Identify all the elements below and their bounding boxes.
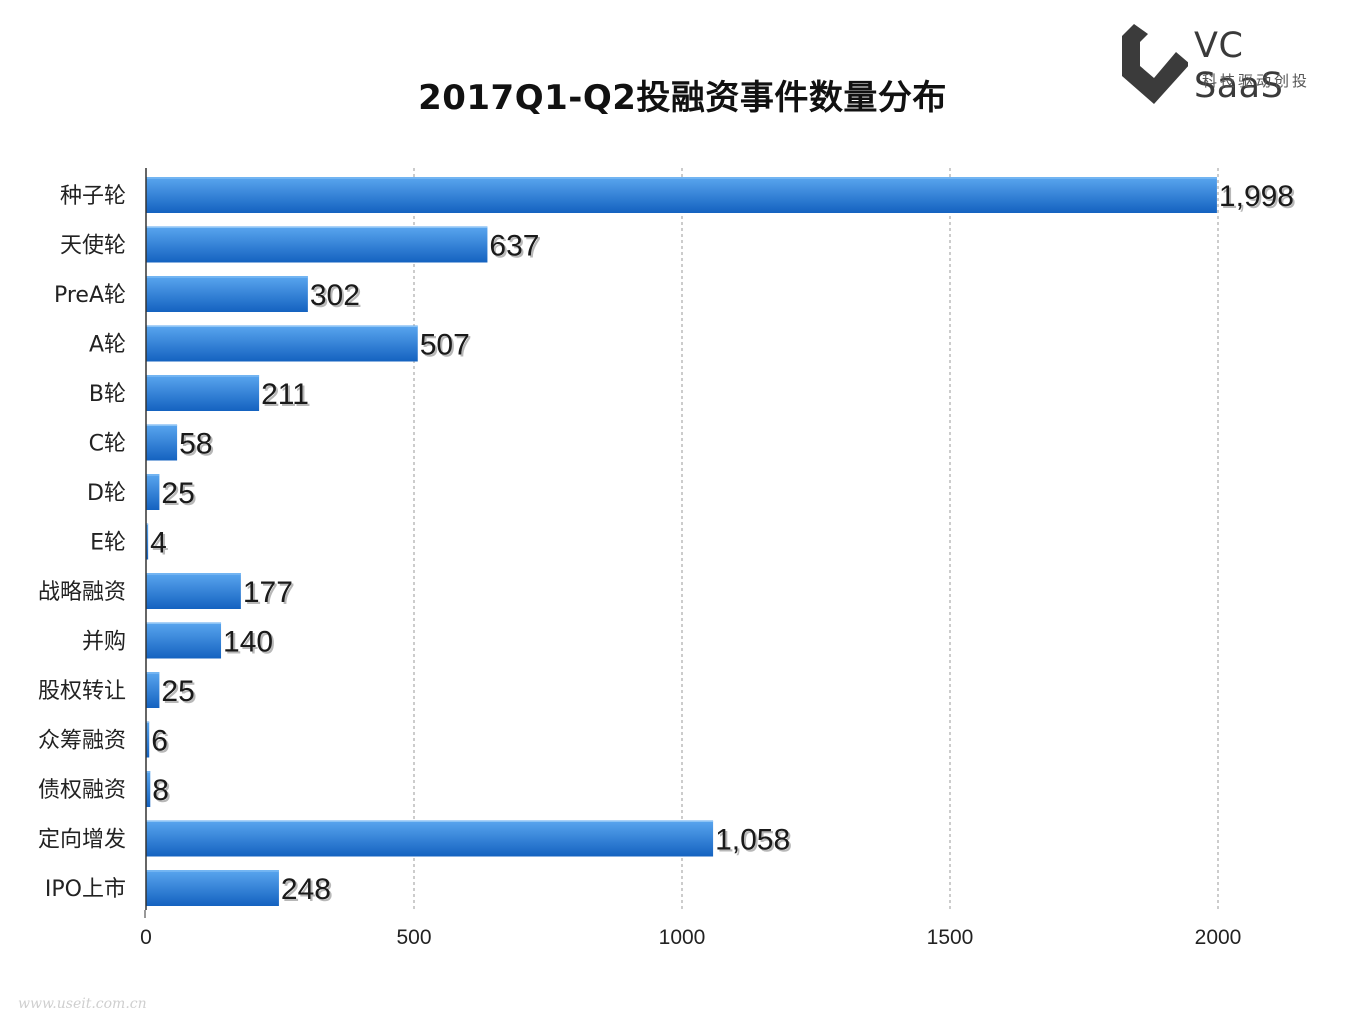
bar	[146, 375, 260, 411]
category-label: 股权转让	[38, 679, 126, 704]
bar	[146, 622, 222, 659]
bars	[146, 177, 1217, 906]
axes	[144, 168, 147, 918]
data-label: 507	[420, 329, 470, 362]
bar	[146, 474, 160, 510]
data-label-shadow: 6	[153, 727, 170, 760]
data-label-shadow: 248	[283, 875, 333, 908]
brand-logo: VC SaaS 科技驱动创投	[1118, 22, 1338, 106]
bar	[146, 424, 178, 461]
grid-lines	[413, 168, 1219, 910]
data-label-shadow: 302	[312, 281, 362, 314]
x-tick-label: 1000	[659, 926, 706, 949]
category-label: E轮	[90, 531, 126, 556]
data-label: 58	[179, 428, 212, 461]
category-label: C轮	[89, 432, 126, 457]
category-label: 天使轮	[60, 234, 126, 259]
category-label: 战略融资	[38, 580, 126, 605]
data-label: 637	[489, 230, 539, 263]
category-label: B轮	[89, 382, 126, 407]
category-label: A轮	[89, 333, 126, 358]
data-label-shadow: 507	[422, 331, 472, 364]
data-label-shadow: 4	[152, 529, 169, 562]
brand-name: VC SaaS	[1194, 26, 1284, 106]
data-label: 302	[310, 279, 360, 312]
data-label-shadow: 140	[225, 628, 275, 661]
data-label: 8	[152, 774, 169, 807]
data-label: 211	[261, 378, 309, 411]
bar	[146, 325, 418, 362]
category-label: IPO上市	[45, 877, 126, 902]
data-label: 4	[150, 527, 167, 560]
x-tick-label: 500	[396, 926, 431, 949]
category-label: PreA轮	[54, 283, 126, 308]
bar	[146, 721, 150, 758]
data-label: 6	[151, 725, 168, 758]
x-tick-label: 0	[140, 926, 152, 949]
data-label-shadow: 58	[181, 430, 214, 463]
x-tick-label: 2000	[1195, 926, 1242, 949]
watermark: www.useit.com.cn	[18, 996, 147, 1012]
data-label: 1,998	[1219, 180, 1294, 213]
vc-saas-logo-icon	[1122, 24, 1188, 104]
data-label: 1,058	[715, 824, 790, 857]
category-label: 众筹融资	[38, 729, 126, 754]
data-label-shadow: 25	[163, 677, 196, 710]
bar	[146, 573, 241, 609]
data-label-shadow: 1,058	[717, 826, 792, 859]
category-label: D轮	[87, 481, 126, 506]
data-label-shadow: 211	[263, 380, 311, 413]
bar	[146, 870, 279, 906]
category-label: 债权融资	[38, 778, 126, 803]
brand-tagline: 科技驱动创投	[1202, 72, 1311, 90]
bar	[146, 820, 714, 857]
bar	[146, 226, 488, 263]
category-label: 并购	[82, 630, 126, 655]
data-label-shadow: 8	[154, 776, 171, 809]
category-label: 定向增发	[38, 828, 126, 853]
data-label: 25	[161, 477, 194, 510]
x-tick-label: 1500	[927, 926, 974, 949]
bar	[146, 771, 151, 807]
bar	[146, 177, 1217, 213]
data-label-shadow: 177	[245, 578, 295, 611]
chart-title: 2017Q1-Q2投融资事件数量分布	[418, 78, 947, 118]
data-label-shadow: 25	[163, 479, 196, 512]
bar	[146, 523, 149, 560]
category-label: 种子轮	[60, 184, 126, 209]
data-label-shadow: 637	[491, 232, 541, 265]
data-label: 140	[223, 626, 273, 659]
bar	[146, 276, 308, 312]
data-label: 25	[161, 675, 194, 708]
data-label: 177	[243, 576, 293, 609]
data-label: 248	[281, 873, 331, 906]
data-label-shadow: 1,998	[1221, 182, 1296, 215]
bar	[146, 672, 160, 708]
